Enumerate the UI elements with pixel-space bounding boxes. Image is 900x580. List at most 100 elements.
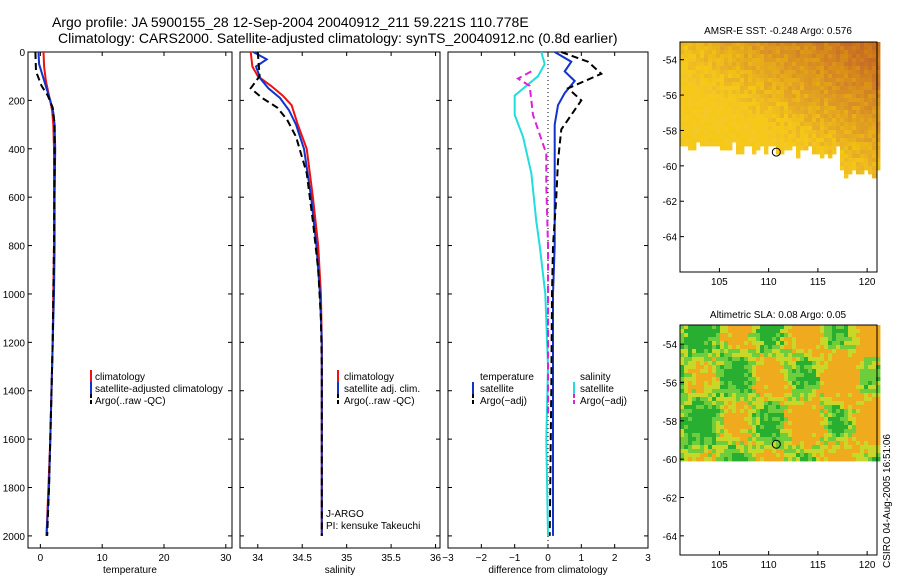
map-cell (804, 425, 809, 430)
map-cell (768, 106, 773, 111)
map-cell (852, 349, 857, 354)
map-cell (812, 146, 817, 151)
map-cell (792, 365, 797, 370)
map-cell (752, 333, 757, 338)
map-cell (804, 345, 809, 350)
map-cell (704, 325, 709, 330)
map-cell (752, 373, 757, 378)
map-cell (752, 62, 757, 67)
map-cell (864, 54, 869, 59)
map-cell (700, 86, 705, 91)
map-cell (796, 94, 801, 99)
map-cell (776, 425, 781, 430)
map-cell (696, 66, 701, 71)
map-cell (768, 126, 773, 131)
map-cell (728, 401, 733, 406)
map-cell (696, 365, 701, 370)
map-cell (800, 98, 805, 103)
map-cell (768, 413, 773, 418)
map-cell (716, 90, 721, 95)
map-cell (812, 381, 817, 386)
legend-label: climatology (95, 372, 145, 383)
map-cell (784, 441, 789, 446)
map-cell (868, 369, 873, 374)
map-cell (712, 349, 717, 354)
map-cell (680, 389, 685, 394)
map-cell (756, 90, 761, 95)
map-cell (848, 78, 853, 83)
map-cell (864, 158, 869, 163)
map-cell (856, 150, 861, 155)
map-cell (792, 94, 797, 99)
map-cell (684, 58, 689, 63)
map-cell (788, 70, 793, 75)
map-cell (852, 166, 857, 171)
map-cell (728, 393, 733, 398)
map-cell (680, 349, 685, 354)
map-cell (768, 54, 773, 59)
map-cell (860, 385, 865, 390)
map-cell (780, 122, 785, 127)
map-cell (684, 74, 689, 79)
map-cell (700, 417, 705, 422)
map-cell (796, 150, 801, 155)
map-cell (720, 373, 725, 378)
map-cell (856, 154, 861, 159)
map-cell (816, 86, 821, 91)
map-cell (784, 130, 789, 135)
map-cell (716, 325, 721, 330)
map-cell (776, 110, 781, 115)
map-cell (788, 449, 793, 454)
map-cell (732, 373, 737, 378)
map-cell (748, 449, 753, 454)
map-cell (696, 373, 701, 378)
map-cell (700, 365, 705, 370)
map-cell (700, 449, 705, 454)
map-cell (856, 385, 861, 390)
map-cell (696, 349, 701, 354)
map-cell (864, 453, 869, 458)
map-cell (704, 449, 709, 454)
map-cell (732, 381, 737, 386)
map-cell (728, 373, 733, 378)
map-cell (864, 337, 869, 342)
map-cell (796, 126, 801, 131)
map-cell (848, 369, 853, 374)
map-cell (776, 401, 781, 406)
map-cell (804, 74, 809, 79)
map-cell (780, 373, 785, 378)
map-cell (852, 58, 857, 63)
map-cell (752, 349, 757, 354)
map-cell (796, 114, 801, 119)
map-cell (740, 445, 745, 450)
map-cell (728, 98, 733, 103)
map-cell (808, 341, 813, 346)
map-cell (732, 337, 737, 342)
map-cell (724, 413, 729, 418)
map-cell (712, 110, 717, 115)
map-cell (720, 329, 725, 334)
map-cell (748, 90, 753, 95)
map-cell (736, 397, 741, 402)
map-cell (700, 70, 705, 75)
map-cell (860, 162, 865, 167)
map-cell (780, 341, 785, 346)
map-cell (712, 437, 717, 442)
map-cell (764, 46, 769, 51)
map-cell (856, 437, 861, 442)
map-cell (720, 130, 725, 135)
map-cell (736, 42, 741, 47)
map-cell (784, 118, 789, 123)
map-cell (760, 413, 765, 418)
map-cell (872, 437, 877, 442)
map-cell (824, 385, 829, 390)
map-cell (728, 90, 733, 95)
map-cell (860, 381, 865, 386)
map-cell (740, 118, 745, 123)
map-cell (816, 433, 821, 438)
map-cell (808, 357, 813, 362)
map-cell (728, 110, 733, 115)
map-cell (708, 385, 713, 390)
map-cell (872, 445, 877, 450)
map-cell (868, 405, 873, 410)
